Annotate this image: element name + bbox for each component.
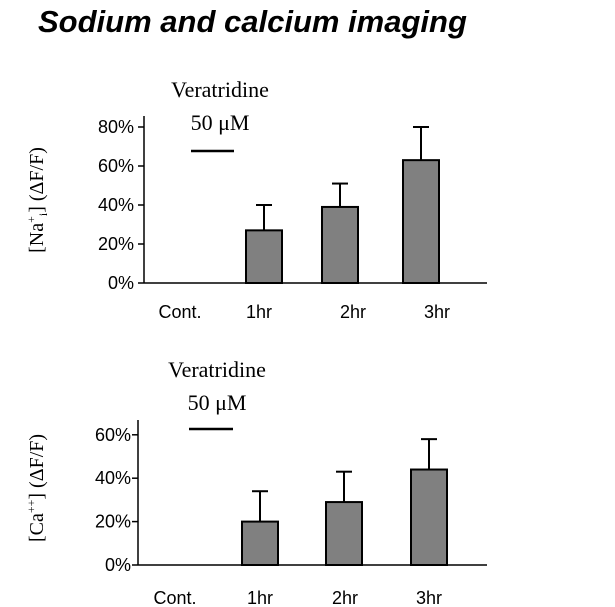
y-tick-label: 20%	[95, 512, 131, 532]
annotation-dose: 50 μM	[191, 110, 250, 135]
y-tick-label: 40%	[95, 468, 131, 488]
x-tick-label: 1hr	[246, 302, 272, 322]
annotation-drug: Veratridine	[171, 77, 269, 102]
bar-2hr	[321, 205, 359, 284]
bar-2hr	[325, 501, 363, 567]
bar-3hr	[402, 159, 440, 284]
x-tick-label: 1hr	[247, 588, 273, 607]
annotation-dose: 50 μM	[188, 390, 247, 415]
y-tick-label: 80%	[98, 117, 134, 137]
bar-1hr	[241, 520, 279, 566]
y-tick-label: 60%	[98, 156, 134, 176]
y-tick-label: 60%	[95, 425, 131, 445]
x-tick-label: 2hr	[332, 588, 358, 607]
x-tick-label: 3hr	[416, 588, 442, 607]
x-tick-label: 2hr	[340, 302, 366, 322]
y-tick-label: 40%	[98, 195, 134, 215]
x-tick-label: Cont.	[153, 588, 196, 607]
y-axis-label: [Ca++] (ΔF/F)	[24, 434, 48, 542]
page-title: Sodium and calcium imaging	[38, 4, 467, 39]
y-axis-label: [Na+i] (ΔF/F)	[24, 147, 50, 253]
y-tick-label: 0%	[108, 273, 134, 293]
bar-1hr	[245, 229, 283, 285]
y-tick-label: 0%	[105, 555, 131, 575]
x-tick-label: 3hr	[424, 302, 450, 322]
y-tick-label: 20%	[98, 234, 134, 254]
bar-3hr	[410, 468, 448, 566]
annotation-drug: Veratridine	[168, 357, 266, 382]
x-tick-label: Cont.	[158, 302, 201, 322]
